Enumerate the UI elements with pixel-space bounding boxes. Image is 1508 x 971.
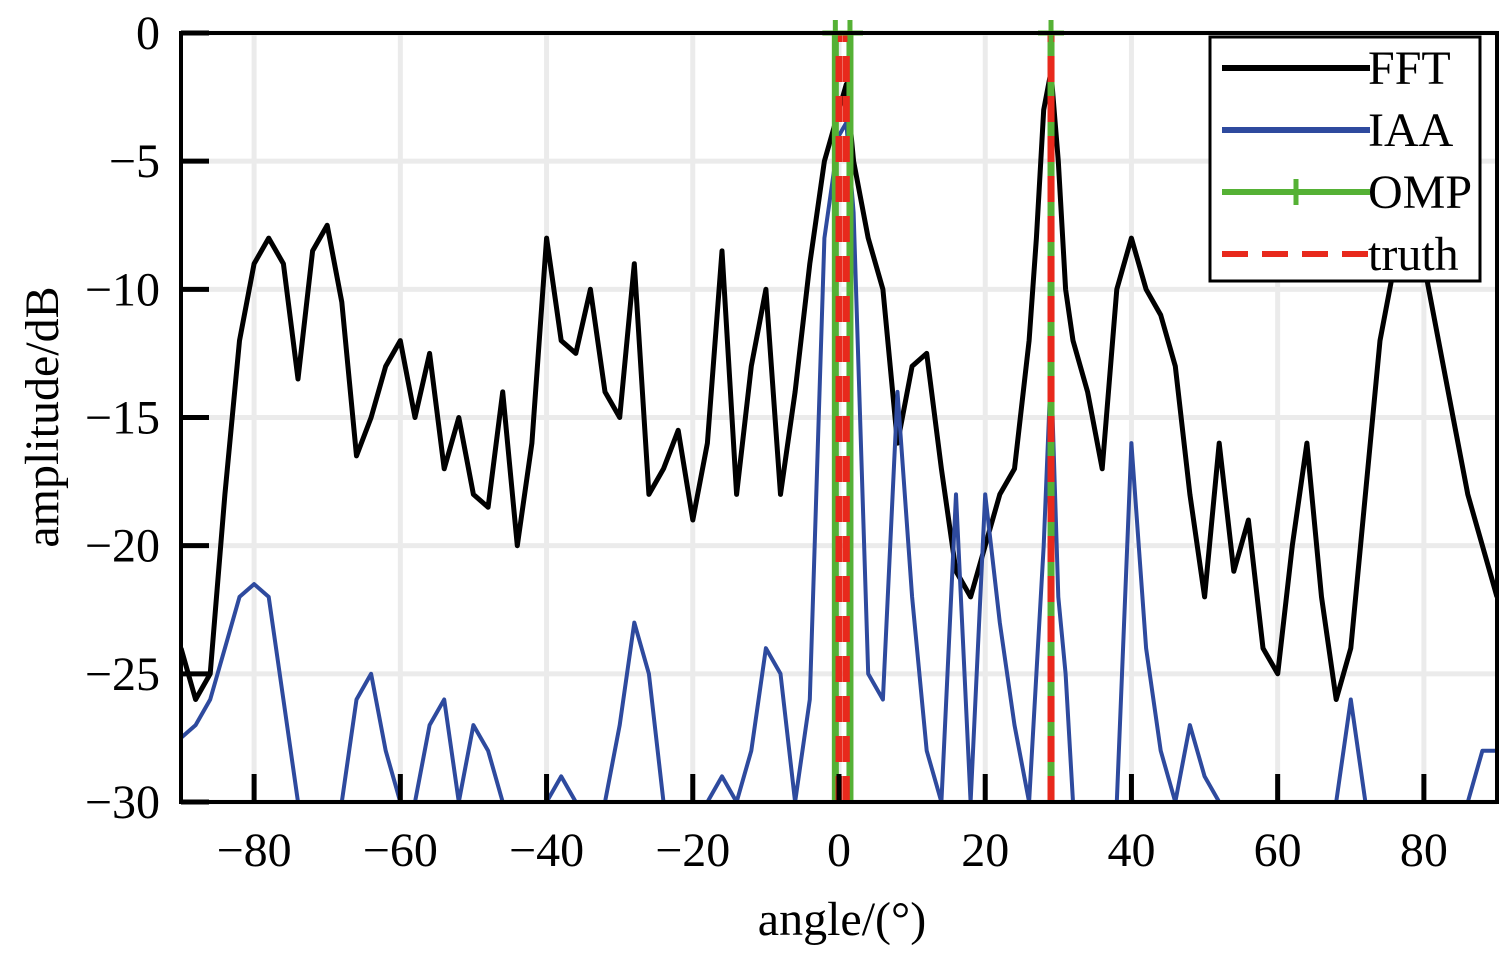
- y-tick-label: 0: [136, 7, 160, 60]
- x-tick-label: −40: [509, 824, 584, 877]
- y-axis-label: amplitude/dB: [16, 286, 69, 547]
- x-tick-label: −20: [655, 824, 730, 877]
- x-tick-label: 40: [1107, 824, 1155, 877]
- legend-label: IAA: [1368, 104, 1454, 157]
- legend: FFT IAA OMP truth: [1208, 35, 1482, 283]
- y-tick-label: −5: [109, 135, 160, 188]
- x-tick-label: 0: [827, 824, 851, 877]
- x-tick-label: −80: [217, 824, 292, 877]
- y-tick-label: −10: [85, 263, 160, 316]
- series-layer: [181, 20, 1497, 802]
- y-tick-label: −20: [85, 520, 160, 573]
- legend-box: [1208, 35, 1482, 283]
- x-tick-label: −60: [363, 824, 438, 877]
- x-axis-label: angle/(°): [758, 893, 926, 946]
- y-tick-label: −25: [85, 648, 160, 701]
- legend-label: OMP: [1368, 166, 1472, 219]
- y-tick-label: −15: [85, 392, 160, 445]
- ticks: −80 −60 −40 −20 0 20 40 60 80 0 −5 −10 −15 −20 −25 −30: [85, 7, 1448, 877]
- x-tick-label: 20: [961, 824, 1009, 877]
- x-tick-label: 80: [1400, 824, 1448, 877]
- x-tick-label: 60: [1254, 824, 1302, 877]
- legend-label: truth: [1368, 228, 1459, 281]
- y-tick-label: −30: [85, 776, 160, 829]
- legend-label: FFT: [1368, 42, 1451, 95]
